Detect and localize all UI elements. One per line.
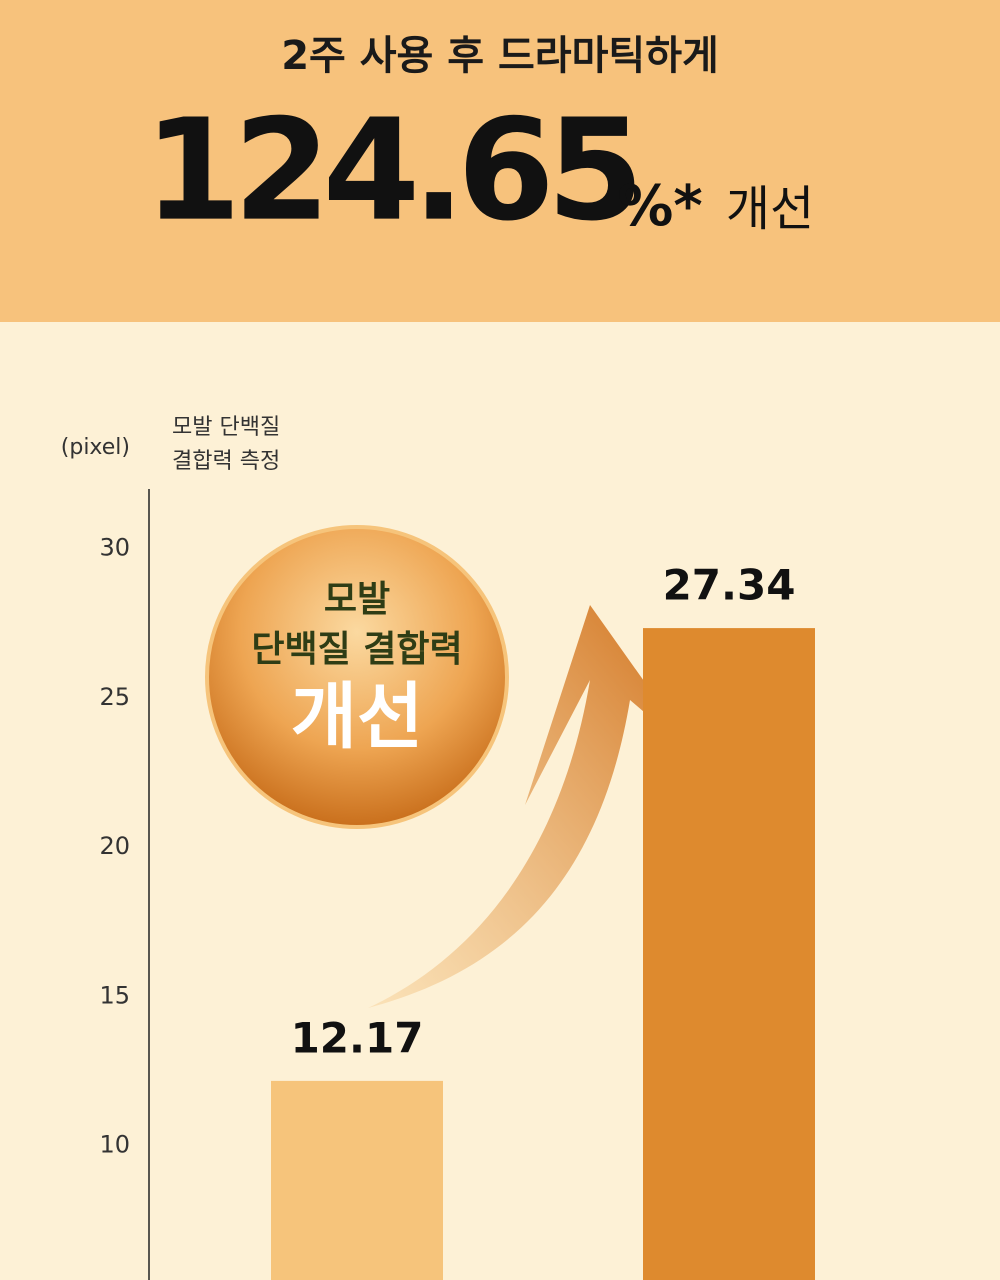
value-label: 27.34 <box>663 561 796 610</box>
y-tick-label: 25 <box>99 683 130 711</box>
header-band <box>0 0 1000 322</box>
chart-background <box>0 322 1000 1280</box>
bar <box>271 1080 443 1280</box>
badge-text: 개선 <box>291 675 423 759</box>
headline-suffix: 개선 <box>726 181 814 237</box>
header-title: 2주 사용 후 드라마틱하게 <box>281 33 719 79</box>
y-tick-label: 10 <box>99 1131 130 1159</box>
y-tick-label: 15 <box>99 981 130 1009</box>
measure-label: 결합력 측정 <box>172 449 280 474</box>
y-axis-label: (pixel) <box>61 435 130 460</box>
trend-arrow <box>368 605 700 1008</box>
value-label: 12.17 <box>291 1013 424 1062</box>
badge <box>205 525 509 829</box>
y-tick-label: 30 <box>99 534 130 562</box>
bar <box>643 628 815 1280</box>
y-tick-label: 20 <box>99 832 130 860</box>
headline-value: 124.65 <box>144 90 636 253</box>
badge-text: 모발 <box>324 579 390 620</box>
badge-text: 단백질 결합력 <box>251 629 462 670</box>
headline-unit: %* <box>617 174 702 239</box>
measure-label: 모발 단백질 <box>172 415 280 440</box>
